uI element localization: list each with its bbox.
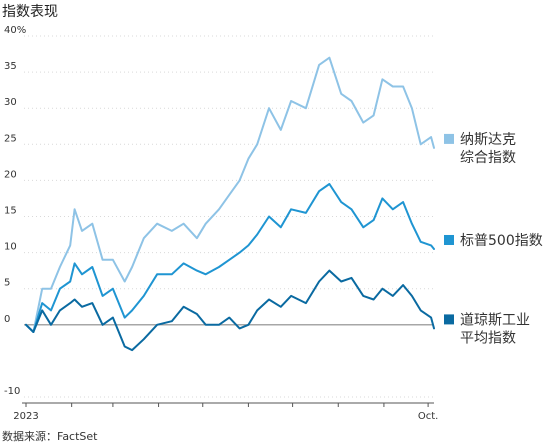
y-tick-label: 30 <box>4 97 17 108</box>
y-tick-label: 35 <box>4 61 17 72</box>
legend-label: 纳斯达克 <box>460 132 516 148</box>
grid-layer <box>24 35 434 398</box>
legend-entry: 标普500指数 <box>444 233 543 249</box>
y-tick-label: 0 <box>4 314 10 325</box>
chart-title: 指数表现 <box>2 4 58 20</box>
series-layer <box>25 56 435 352</box>
legend-swatch <box>444 314 454 325</box>
source-note: 数据来源：FactSet <box>2 429 98 443</box>
y-tick-label: 15 <box>4 206 17 217</box>
y-tick-label: 10 <box>4 242 17 253</box>
y-tick-label: 25 <box>4 133 17 144</box>
y-tick-label: 40% <box>4 25 26 36</box>
x-tick-label: 2023 <box>13 411 38 422</box>
x-tick-label: Oct. <box>418 411 438 422</box>
legend-label: 综合指数 <box>460 150 516 166</box>
legend-label: 标普500指数 <box>460 233 543 249</box>
legend-label: 平均指数 <box>460 330 516 346</box>
legend-swatch <box>444 133 454 144</box>
legend-label: 道琼斯工业 <box>460 312 530 328</box>
y-tick-label: 5 <box>4 278 10 289</box>
y-tick-label: -10 <box>4 386 20 397</box>
series-line <box>25 183 435 333</box>
series-line <box>25 269 435 352</box>
legend-swatch <box>444 234 454 245</box>
axis-layer: -10 0 5 10 15 20 25 30 35 40% 2023 Oct. <box>4 25 438 422</box>
y-tick-label: 20 <box>4 169 17 180</box>
series-line <box>25 56 435 333</box>
